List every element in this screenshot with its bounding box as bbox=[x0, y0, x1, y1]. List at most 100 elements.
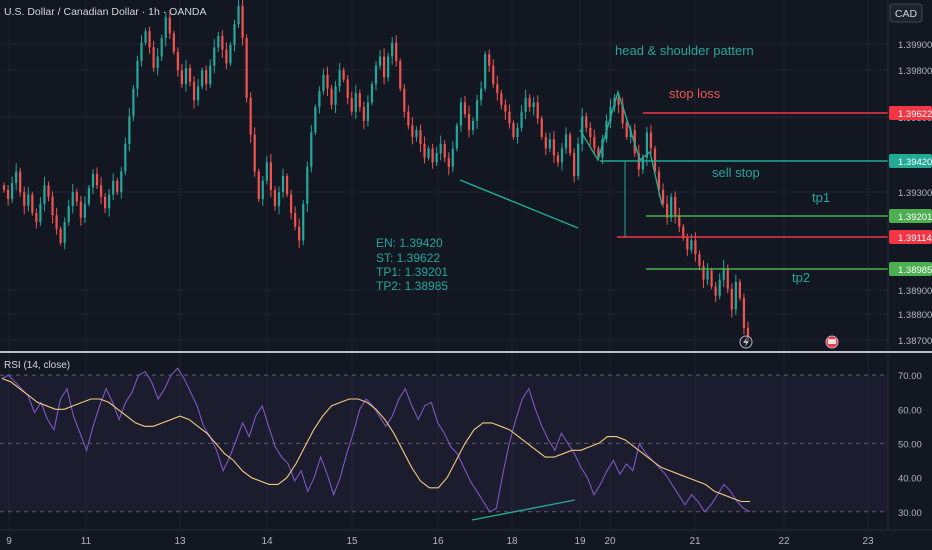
candle-body bbox=[79, 201, 82, 218]
time-tick-label: 20 bbox=[604, 536, 616, 547]
time-tick-label: 19 bbox=[574, 536, 586, 547]
candle-body bbox=[47, 185, 50, 197]
price-tick-label: 1.38900 bbox=[898, 286, 932, 297]
rsi-divergence-line[interactable] bbox=[471, 499, 576, 521]
candle-body bbox=[738, 281, 742, 298]
candle-body bbox=[160, 38, 163, 57]
candle-body bbox=[253, 134, 256, 172]
candle-body bbox=[342, 70, 345, 80]
currency-button[interactable] bbox=[889, 3, 923, 23]
candle-body bbox=[302, 203, 305, 241]
candle-body bbox=[617, 97, 620, 105]
candle-body bbox=[702, 265, 705, 280]
price-tag-label: 1.39420 bbox=[898, 157, 932, 168]
candle-body bbox=[419, 130, 422, 144]
price-tag bbox=[889, 154, 932, 168]
candle-body bbox=[10, 183, 14, 200]
candle-body bbox=[488, 54, 491, 66]
candle-body bbox=[698, 254, 701, 266]
candle-body bbox=[205, 70, 208, 85]
stop-loss-label[interactable]: stop loss bbox=[669, 86, 721, 101]
candle-body bbox=[463, 102, 467, 114]
candle-body bbox=[350, 97, 353, 112]
candle-body bbox=[625, 123, 628, 137]
candle-body bbox=[221, 35, 224, 50]
candle-body bbox=[277, 192, 281, 206]
time-tick-label: 22 bbox=[778, 536, 790, 547]
candle-body bbox=[682, 226, 685, 239]
candle-body bbox=[686, 238, 689, 250]
price-divergence-line[interactable] bbox=[459, 179, 579, 229]
price-tag bbox=[889, 106, 932, 120]
pane-divider[interactable] bbox=[0, 351, 932, 353]
candle-body bbox=[730, 288, 733, 310]
price-tag bbox=[889, 262, 932, 276]
candle-body bbox=[245, 38, 248, 98]
price-tick-label: 1.38700 bbox=[898, 336, 932, 347]
rsi-line bbox=[1, 367, 751, 513]
candle-body bbox=[528, 97, 531, 108]
candle-body bbox=[544, 137, 547, 149]
candle-body bbox=[435, 153, 438, 163]
candle-body bbox=[108, 194, 111, 209]
pattern-label[interactable]: head & shoulder pattern bbox=[615, 43, 754, 58]
candle-body bbox=[152, 47, 155, 68]
candle-body bbox=[621, 104, 624, 124]
candle-body bbox=[306, 166, 309, 204]
candle-body bbox=[455, 125, 458, 149]
candle-body bbox=[411, 125, 414, 137]
entry-value: EN: 1.39420 bbox=[376, 236, 443, 250]
candle-body bbox=[35, 212, 38, 223]
time-axis[interactable]: 9 11 13 14 15 16 18 19 20 21 22 23 bbox=[6, 536, 874, 547]
candle-body bbox=[55, 215, 58, 229]
candle-body bbox=[99, 185, 103, 197]
candle-body bbox=[196, 86, 200, 101]
lightning-icon[interactable] bbox=[739, 335, 753, 349]
price-tick-label: 1.38800 bbox=[898, 310, 932, 321]
candle-body bbox=[431, 148, 434, 163]
candle-body bbox=[710, 270, 713, 287]
candle-body bbox=[391, 42, 394, 57]
candle-body bbox=[581, 116, 584, 144]
candle-body bbox=[443, 143, 446, 158]
candle-body bbox=[674, 196, 677, 216]
candle-body bbox=[742, 298, 746, 328]
level-lines[interactable] bbox=[600, 112, 888, 270]
candle-body bbox=[734, 281, 737, 310]
candle-body bbox=[597, 148, 600, 158]
candle-body bbox=[504, 104, 507, 112]
candle-body bbox=[132, 88, 135, 117]
candle-body bbox=[140, 42, 143, 62]
candle-body bbox=[641, 157, 644, 170]
rsi-ma-line bbox=[1, 377, 750, 503]
price-tag-label: 1.39622 bbox=[898, 109, 932, 120]
trade-info[interactable]: EN: 1.39420 ST: 1.39622 TP1: 1.39201 TP2… bbox=[376, 236, 448, 293]
candle-body bbox=[188, 68, 192, 82]
time-tick-label: 15 bbox=[346, 536, 358, 547]
candle-body bbox=[403, 88, 406, 112]
candle-body bbox=[289, 194, 293, 213]
tp2-label[interactable]: tp2 bbox=[792, 270, 810, 285]
candle-body bbox=[585, 116, 588, 128]
candle-body bbox=[467, 114, 471, 131]
candle-body bbox=[346, 79, 349, 98]
price-tag bbox=[889, 230, 932, 244]
candle-body bbox=[265, 162, 268, 181]
candle-body bbox=[508, 111, 511, 124]
candle-body bbox=[560, 148, 564, 163]
candle-body bbox=[670, 196, 673, 218]
rsi-tick-label: 50.00 bbox=[898, 439, 922, 450]
rsi-pane[interactable] bbox=[0, 367, 888, 513]
price-tags: 1.39622 1.39420 1.39201 1.39114 1.38985 bbox=[889, 106, 932, 276]
candle-body bbox=[746, 327, 750, 338]
candle-body bbox=[172, 33, 175, 52]
flag-icon[interactable] bbox=[825, 335, 839, 349]
candle-body bbox=[43, 185, 46, 204]
candle-body bbox=[213, 47, 216, 66]
candle-body bbox=[540, 118, 543, 137]
sell-stop-label[interactable]: sell stop bbox=[712, 165, 760, 180]
tp1-label[interactable]: tp1 bbox=[812, 190, 830, 205]
candle-body bbox=[128, 116, 131, 144]
candle-body bbox=[124, 143, 127, 172]
